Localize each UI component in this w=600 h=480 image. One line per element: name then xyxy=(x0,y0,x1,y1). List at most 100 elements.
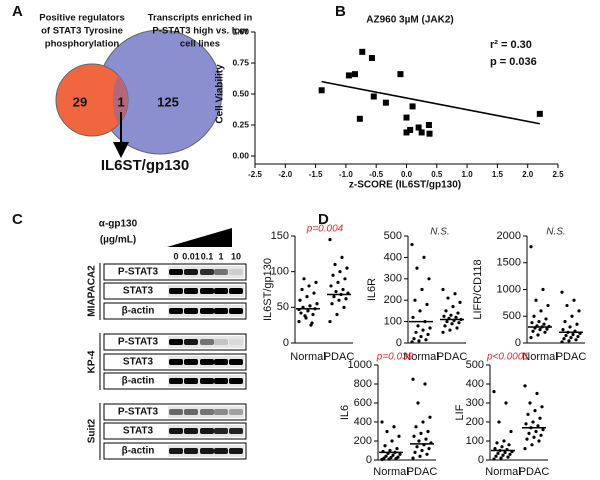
dot xyxy=(523,447,527,451)
dot xyxy=(425,452,429,456)
blot-band xyxy=(169,378,183,384)
dot xyxy=(534,298,538,302)
dot xyxy=(416,324,420,328)
dot xyxy=(411,456,415,460)
x-tick-label: PDAC xyxy=(556,351,587,363)
point xyxy=(426,130,433,137)
blot-band xyxy=(214,359,228,365)
blot-band xyxy=(214,308,228,314)
dot xyxy=(331,273,335,277)
venn-right-label: Transcripts enriched in xyxy=(148,13,253,24)
dot xyxy=(531,329,535,333)
dot xyxy=(497,420,501,424)
annotation: N.S. xyxy=(430,227,449,238)
cell-line-label: MIAPACA2 xyxy=(87,265,98,317)
dot xyxy=(536,424,540,428)
dot xyxy=(455,326,459,330)
dot xyxy=(504,401,508,405)
dot xyxy=(506,455,510,459)
dot xyxy=(531,420,535,424)
x-tick-label: Normal xyxy=(485,466,520,478)
dot xyxy=(494,454,498,458)
y-tick-label: 200 xyxy=(354,435,372,447)
y-tick-label: 100 xyxy=(466,435,484,447)
dot xyxy=(410,242,414,247)
x-tick-label: Normal xyxy=(373,466,408,478)
point xyxy=(368,55,375,62)
y-tick-label: 200 xyxy=(466,416,484,428)
dot xyxy=(332,295,336,299)
cell-line-label: KP-4 xyxy=(87,350,98,373)
dot xyxy=(412,337,416,341)
dot xyxy=(536,333,540,337)
dot xyxy=(306,309,310,313)
dot xyxy=(537,439,541,443)
blot-band xyxy=(169,409,183,415)
dot xyxy=(428,326,432,330)
cell-line-label: Suit2 xyxy=(87,418,98,443)
dot xyxy=(571,332,575,337)
blot-band xyxy=(200,359,214,365)
dot xyxy=(503,450,507,454)
dot xyxy=(538,328,542,332)
dot xyxy=(496,451,500,455)
blot-band xyxy=(200,339,214,345)
dot xyxy=(414,425,418,429)
dot xyxy=(568,325,572,329)
x-tick-label: 2.5 xyxy=(552,170,564,179)
dot xyxy=(395,447,399,451)
x-tick-label: -1.5 xyxy=(309,170,323,179)
dot xyxy=(397,434,401,438)
y-tick-label: 100 xyxy=(384,316,402,328)
dot xyxy=(442,314,446,318)
y-tick-label: 1500 xyxy=(497,257,521,269)
dose-label: 0.1 xyxy=(201,251,214,261)
blot-row-label: STAT3 xyxy=(123,357,154,368)
blot-band xyxy=(169,308,183,314)
dot xyxy=(345,266,349,270)
blot-band xyxy=(229,448,243,454)
dot xyxy=(443,324,447,328)
blot-band xyxy=(200,428,214,434)
dot xyxy=(457,321,461,325)
y-axis-label: Cell Viability xyxy=(215,64,226,124)
dot xyxy=(563,320,567,324)
x-tick-label: PDAC xyxy=(407,466,438,478)
dot xyxy=(567,339,571,343)
point xyxy=(345,72,352,79)
y-tick-label: 0.25 xyxy=(232,119,249,129)
dot xyxy=(508,452,512,456)
annotation: p=0.004 xyxy=(306,224,344,235)
dose-label: 1 xyxy=(218,251,223,261)
dot xyxy=(528,401,532,405)
y-tick-label: 400 xyxy=(466,378,484,390)
y-tick-label: 0 xyxy=(396,337,402,349)
dot xyxy=(501,453,505,457)
dot xyxy=(458,300,462,304)
dot xyxy=(312,291,316,295)
dot xyxy=(451,305,455,309)
dot xyxy=(569,336,573,340)
dot xyxy=(572,298,576,302)
y-tick-label: 0 xyxy=(478,454,484,466)
y-tick-label: 600 xyxy=(354,397,372,409)
dot xyxy=(428,415,432,419)
dot xyxy=(305,295,309,299)
dot xyxy=(543,330,547,334)
dot xyxy=(500,445,504,449)
dot xyxy=(309,323,313,327)
panel-label: C xyxy=(12,211,23,228)
dot xyxy=(328,237,332,242)
dot xyxy=(574,338,578,342)
dot xyxy=(534,429,538,434)
blot-row-label: β-actin xyxy=(122,306,155,317)
dot xyxy=(341,287,345,292)
venn-result: IL6ST/gp130 xyxy=(101,157,189,174)
y-tick-label: 0.75 xyxy=(232,57,249,67)
dot xyxy=(532,314,536,318)
dot xyxy=(445,320,449,324)
dot xyxy=(424,437,428,441)
point xyxy=(351,71,358,78)
dot xyxy=(411,377,415,381)
venn-overlap xyxy=(112,75,129,125)
